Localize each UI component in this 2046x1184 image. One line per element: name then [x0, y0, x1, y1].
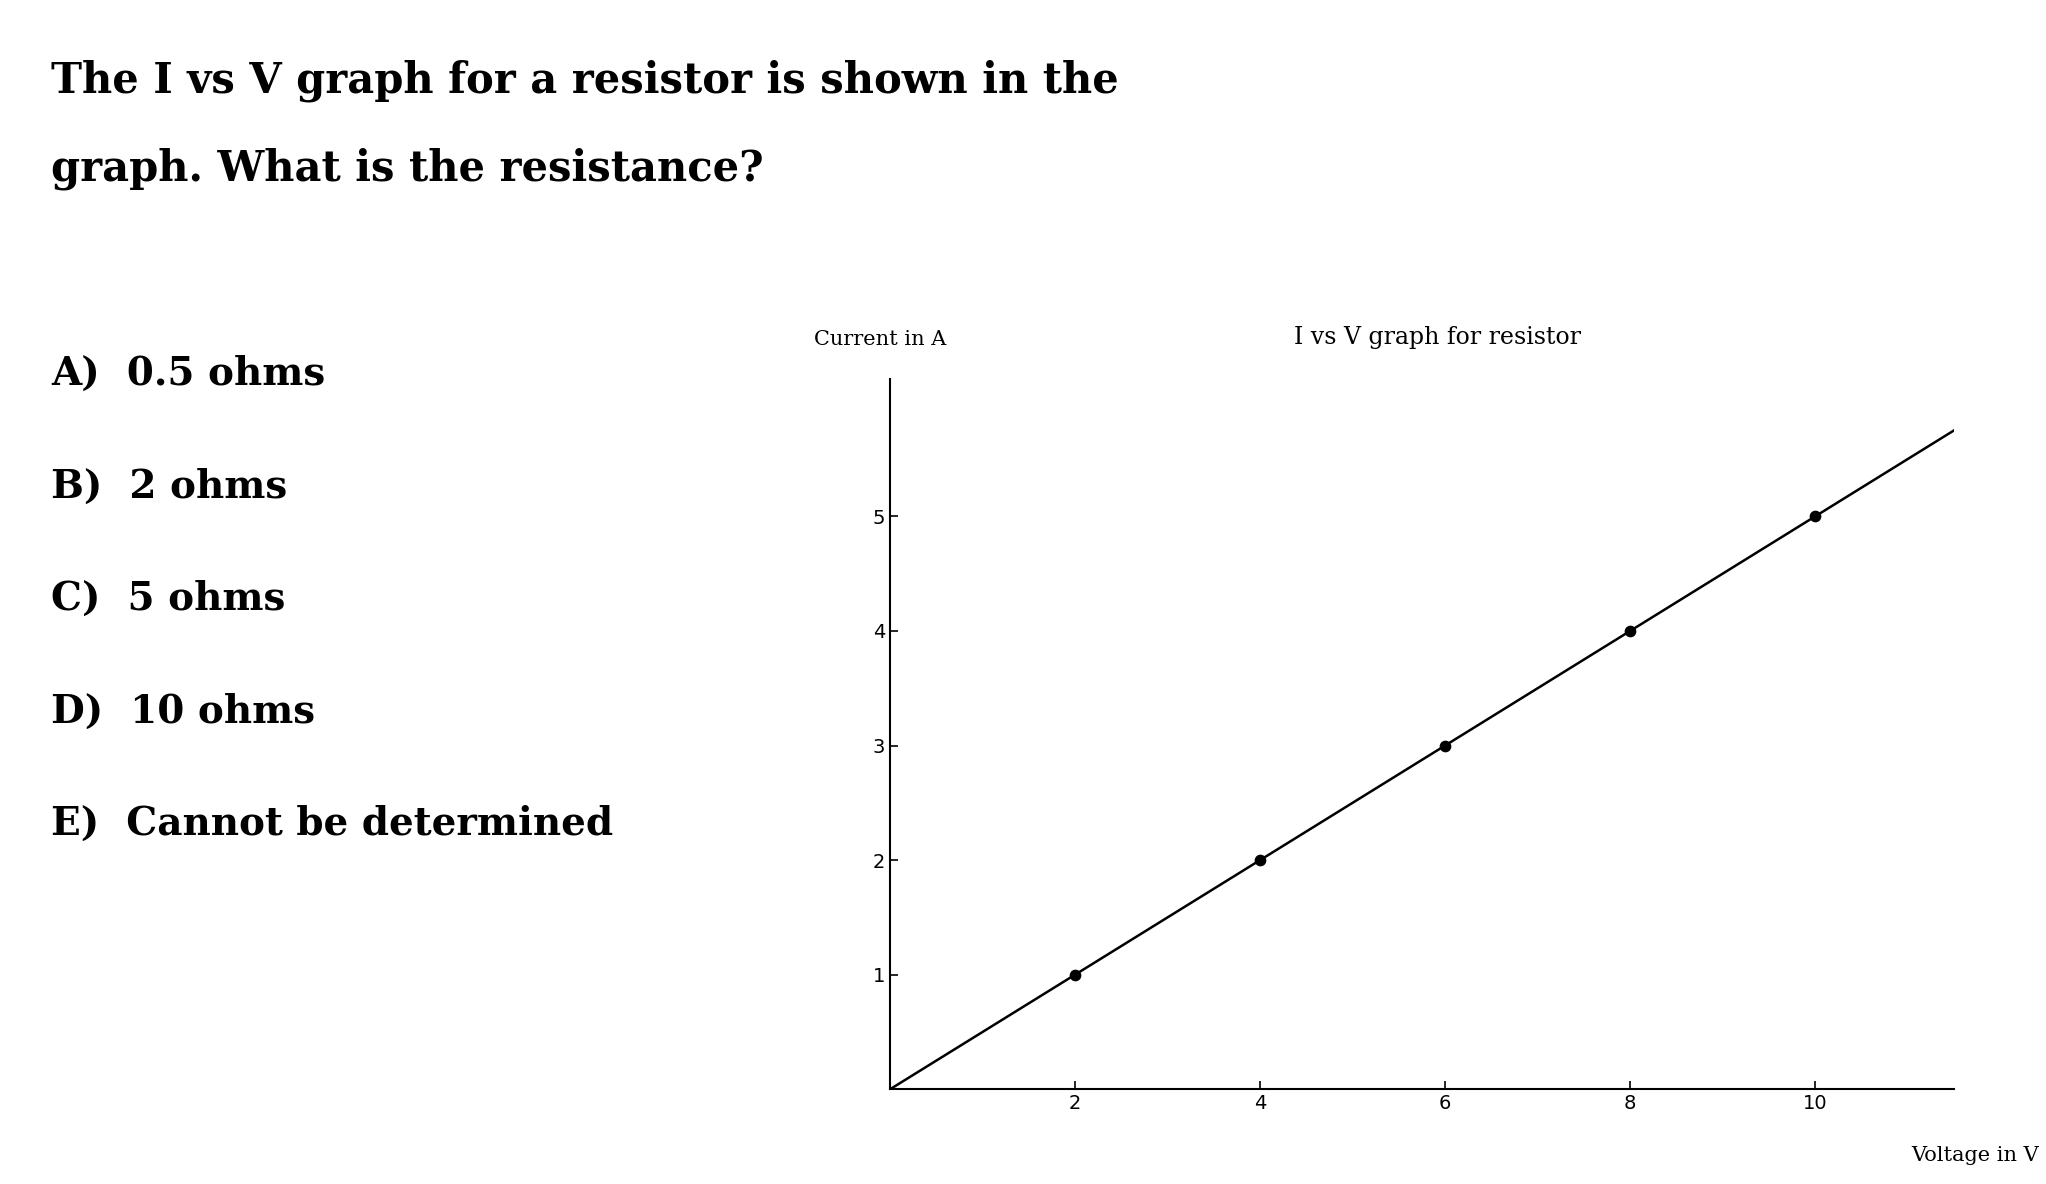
- Text: The I vs V graph for a resistor is shown in the: The I vs V graph for a resistor is shown…: [51, 59, 1119, 102]
- Text: D)  10 ohms: D) 10 ohms: [51, 693, 315, 731]
- Point: [1244, 850, 1277, 869]
- Text: B)  2 ohms: B) 2 ohms: [51, 468, 286, 506]
- Text: I vs V graph for resistor: I vs V graph for resistor: [1295, 327, 1582, 349]
- X-axis label: Voltage in V: Voltage in V: [1911, 1146, 2040, 1165]
- Text: C)  5 ohms: C) 5 ohms: [51, 580, 286, 618]
- Point: [1428, 736, 1461, 755]
- Point: [1058, 965, 1091, 984]
- Text: Current in A: Current in A: [814, 330, 945, 349]
- Text: graph. What is the resistance?: graph. What is the resistance?: [51, 148, 763, 191]
- Point: [1798, 507, 1831, 526]
- Point: [1614, 622, 1647, 641]
- Text: E)  Cannot be determined: E) Cannot be determined: [51, 805, 614, 843]
- Text: A)  0.5 ohms: A) 0.5 ohms: [51, 355, 325, 393]
